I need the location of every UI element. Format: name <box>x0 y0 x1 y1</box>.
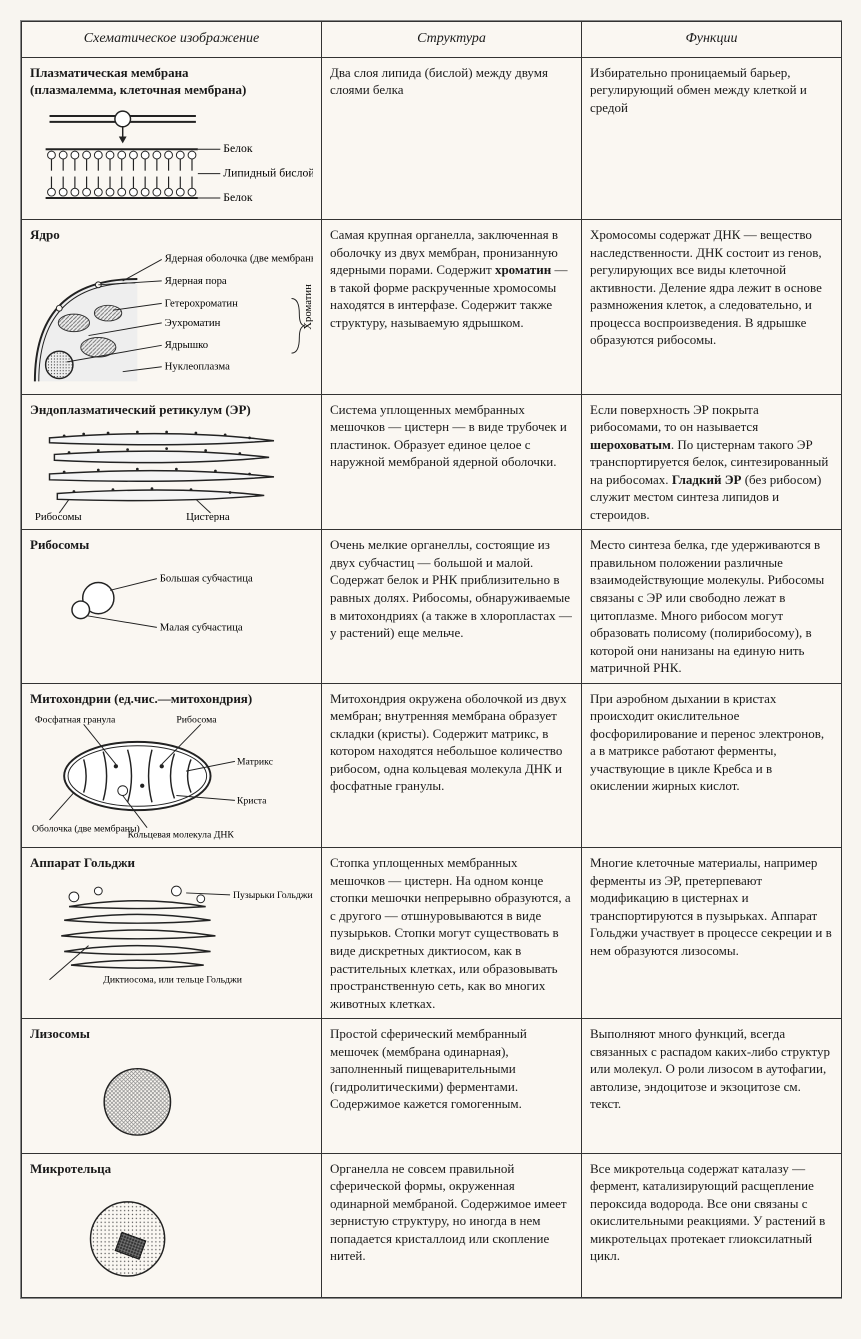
function-nucleus: Хромосомы содержат ДНК — вещество наслед… <box>582 219 842 394</box>
label-mribo: Рибосома <box>176 715 217 726</box>
title-membrane: Плазматическая мембрана(плазмалемма, кле… <box>30 64 313 99</box>
header-function: Функции <box>582 22 842 58</box>
structure-nucleus: Самая крупная органелла, заключенная в о… <box>322 219 582 394</box>
func-er-b1: шероховатым <box>590 437 671 452</box>
function-ribosome: Место синтеза белка, где удерживаются в … <box>582 530 842 683</box>
microbody-svg <box>30 1181 313 1291</box>
label-lipid: Липидный бислой <box>223 167 313 180</box>
row-er: Эндоплазматический ретикулум (ЭР) <box>22 394 842 530</box>
label-ves: Пузырьки Гольджи <box>233 890 313 901</box>
label-crista: Криста <box>237 796 267 807</box>
function-er: Если поверхность ЭР покрыта рибосомами, … <box>582 394 842 530</box>
organelle-table: Схематическое изображение Структура Функ… <box>21 21 842 1298</box>
title-nucleus: Ядро <box>30 226 313 244</box>
label-chromatin: Хроматин <box>302 283 313 329</box>
membrane-svg: Белок Липидный бислой Белок <box>30 103 313 213</box>
row-nucleus: Ядро <box>22 219 842 394</box>
diagram-microbody: Микротельца <box>22 1153 322 1298</box>
structure-er: Система уплощенных мембранных мешочков —… <box>322 394 582 530</box>
structure-golgi: Стопка уплощенных мембранных мешочков — … <box>322 848 582 1019</box>
lysosome-svg <box>30 1047 313 1147</box>
label-protein-bot: Белок <box>223 191 253 204</box>
label-menv: Оболочка (две мембраны) <box>32 824 140 835</box>
label-ribo: Рибосомы <box>35 511 82 522</box>
label-nucplasm: Нуклеоплазма <box>165 360 230 372</box>
er-svg: Рибосомы Цистерна <box>30 422 313 522</box>
diagram-mito: Митохондрии (ед.чис.—митохондрия) <box>22 683 322 848</box>
structure-mito: Митохондрия окружена оболочкой из двух м… <box>322 683 582 848</box>
header-structure: Структура <box>322 22 582 58</box>
function-microbody: Все микротельца содержат каталазу — ферм… <box>582 1153 842 1298</box>
diagram-membrane: Плазматическая мембрана(плазмалемма, кле… <box>22 57 322 219</box>
func-er-b2: Гладкий ЭР <box>672 472 742 487</box>
label-phos: Фосфатная гранула <box>35 715 116 726</box>
diagram-lysosome: Лизосомы <box>22 1019 322 1154</box>
row-lysosome: Лизосомы Простой сферический мембранный … <box>22 1019 842 1154</box>
row-ribosome: Рибосомы Большая субчастица Малая субчас… <box>22 530 842 683</box>
struct-nuc-b: хроматин <box>495 262 551 277</box>
function-membrane: Избирательно проницаемый барьер, регулир… <box>582 57 842 219</box>
label-dna: Кольцевая молекула ДНК <box>128 830 235 841</box>
label-nucleolus: Ядрышко <box>165 339 208 351</box>
row-microbody: Микротельца Органе <box>22 1153 842 1298</box>
diagram-nucleus: Ядро <box>22 219 322 394</box>
label-matrix: Матрикс <box>237 757 274 768</box>
label-hetero: Гетерохроматин <box>165 297 239 309</box>
structure-ribosome: Очень мелкие органеллы, состоящие из дву… <box>322 530 582 683</box>
title-golgi: Аппарат Гольджи <box>30 854 313 872</box>
label-small: Малая субчастица <box>160 621 243 633</box>
function-lysosome: Выполняют много функций, всегда связанны… <box>582 1019 842 1154</box>
label-pore: Ядерная пора <box>165 274 227 286</box>
row-golgi: Аппарат Гольджи Пузыр <box>22 848 842 1019</box>
structure-membrane: Два слоя липида (бислой) между двумя сло… <box>322 57 582 219</box>
title-microbody: Микротельца <box>30 1160 313 1178</box>
function-mito: При аэробном дыхании в кристах происходи… <box>582 683 842 848</box>
label-env: Ядерная оболочка (две мембраны) <box>165 252 313 264</box>
diagram-golgi: Аппарат Гольджи Пузыр <box>22 848 322 1019</box>
row-membrane: Плазматическая мембрана(плазмалемма, кле… <box>22 57 842 219</box>
label-big: Большая субчастица <box>160 572 253 584</box>
label-cist: Цистерна <box>186 511 230 522</box>
golgi-svg: Пузырьки Гольджи Диктиосома, или тельце … <box>30 876 313 986</box>
mito-svg: Фосфатная гранула Рибосома Матрикс Крист… <box>30 711 313 841</box>
structure-lysosome: Простой сферический мембранный мешочек (… <box>322 1019 582 1154</box>
title-er: Эндоплазматический ретикулум (ЭР) <box>30 401 313 419</box>
row-mito: Митохондрии (ед.чис.—митохондрия) <box>22 683 842 848</box>
label-euchr: Эухроматин <box>165 316 221 328</box>
title-lysosome: Лизосомы <box>30 1025 313 1043</box>
func-er-pre: Если поверхность ЭР покрыта рибосомами, … <box>590 402 759 435</box>
label-protein-top: Белок <box>223 142 253 155</box>
diagram-er: Эндоплазматический ретикулум (ЭР) <box>22 394 322 530</box>
label-dict: Диктиосома, или тельце Гольджи <box>103 975 242 986</box>
function-golgi: Многие клеточные материалы, например фер… <box>582 848 842 1019</box>
ribosome-svg: Большая субчастица Малая субчастица <box>30 558 313 648</box>
header-diagram: Схематическое изображение <box>22 22 322 58</box>
header-row: Схематическое изображение Структура Функ… <box>22 22 842 58</box>
title-ribosome: Рибосомы <box>30 536 313 554</box>
page: Схематическое изображение Структура Функ… <box>20 20 842 1299</box>
nucleus-svg: Ядерная оболочка (две мембраны) Ядерная … <box>30 248 313 388</box>
structure-microbody: Органелла не совсем правильной сферическ… <box>322 1153 582 1298</box>
title-mito: Митохондрии (ед.чис.—митохондрия) <box>30 690 313 708</box>
diagram-ribosome: Рибосомы Большая субчастица Малая субчас… <box>22 530 322 683</box>
